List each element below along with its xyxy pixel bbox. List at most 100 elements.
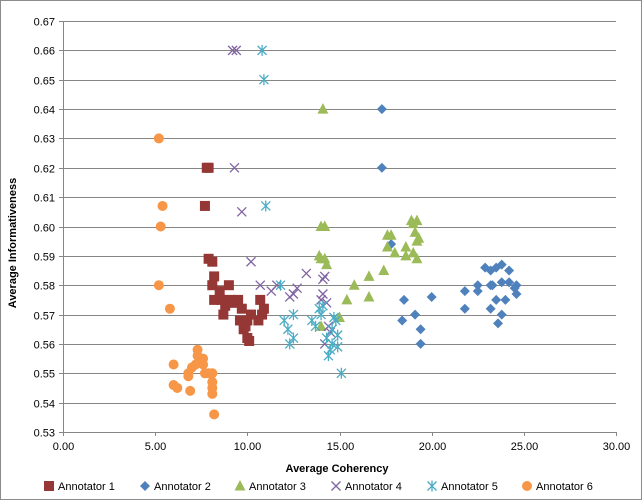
data-point [190,359,201,370]
x-tick-label: 5.00 [145,441,166,453]
data-point [279,314,290,326]
legend-item: Annotator 5 [427,480,498,493]
data-point [209,271,220,282]
data-point [319,220,331,231]
data-point [216,294,227,305]
legend-item: Annotator 3 [234,480,306,493]
legend-marker [234,480,246,491]
data-point [223,280,234,291]
y-tick-label: 0.58 [34,281,55,293]
data-point [207,256,218,267]
legend-item: Annotator 1 [44,481,115,493]
legend-label: Annotator 1 [58,481,115,493]
data-point [214,286,225,297]
data-point [301,268,312,279]
data-point [253,315,264,326]
data-point [407,246,419,258]
data-point [185,385,196,396]
data-point [327,323,338,335]
data-point [411,252,423,264]
data-point [172,382,183,393]
data-point [317,103,329,114]
x-tick-label: 0.00 [53,441,74,453]
data-point [271,280,282,291]
data-point [472,280,483,291]
legend-label: Annotator 6 [536,481,593,493]
y-tick-label: 0.57 [34,311,55,323]
y-tick-label: 0.60 [34,223,55,235]
data-point [378,264,390,276]
data-point [203,368,214,379]
data-point [306,314,317,326]
legend-label: Annotator 4 [345,481,402,493]
y-tick-label: 0.62 [34,164,55,176]
data-point [400,249,412,261]
data-point [257,309,268,320]
data-point [229,162,240,173]
data-point [234,315,245,326]
y-tick-label: 0.59 [34,252,55,264]
data-point [246,256,256,267]
data-point [153,280,164,291]
data-point [487,280,498,291]
data-point [381,229,393,240]
data-point [459,303,470,314]
data-point [485,303,496,314]
data-point [207,280,218,291]
gridlines [63,21,616,404]
legend-marker [427,480,437,492]
legend: Annotator 1 Annotator 2 Annotator 3 Annotat… [44,480,593,493]
data-point [203,162,214,173]
data-point [330,314,341,326]
data-point [157,200,168,211]
legend-marker [331,481,341,491]
data-point [511,280,522,291]
data-point [327,338,338,350]
y-tick-label: 0.55 [34,369,55,381]
x-tick-label: 10.00 [234,441,262,453]
data-point [496,309,507,320]
data-point [316,309,327,321]
data-point [496,277,507,288]
data-point [198,359,209,370]
axes [59,21,617,436]
data-point [288,309,299,321]
data-point [511,289,522,300]
data-point [284,338,295,350]
x-tick-label: 15.00 [327,441,355,453]
data-point [288,332,299,344]
data-point [381,241,393,252]
data-point [413,232,425,243]
y-tick-label: 0.56 [34,340,55,352]
legend-item: Annotator 2 [140,481,211,493]
data-point [496,259,507,270]
data-point [153,133,164,144]
data-point [389,246,401,258]
y-tick-labels: 0.53 0.54 0.55 0.56 0.57 0.58 0.59 0.60 0.61 0.62… [34,17,55,440]
data-point [400,241,412,252]
data-point [491,294,502,305]
data-point [315,252,327,264]
data-point [317,300,328,312]
series-annotator-2 [376,104,522,349]
x-tick-labels: 0.00 5.00 10.00 15.00 20.00 25.00 30.00 [53,441,630,453]
legend-item: Annotator 6 [522,481,593,493]
y-tick-label: 0.66 [34,46,55,58]
data-point [258,303,269,314]
data-point [472,286,483,297]
legend-item: Annotator 4 [331,481,402,493]
data-point [244,335,255,346]
legend-label: Annotator 3 [249,481,306,493]
data-point [325,327,336,338]
y-tick-label: 0.53 [34,428,55,440]
data-point [363,290,375,302]
data-point [255,294,266,305]
x-tick-label: 30.00 [603,441,631,453]
data-point [493,318,504,329]
data-point [199,200,210,211]
x-tick-label: 25.00 [511,441,539,453]
y-tick-label: 0.64 [34,105,55,117]
data-point [209,409,220,420]
data-point [164,303,175,314]
